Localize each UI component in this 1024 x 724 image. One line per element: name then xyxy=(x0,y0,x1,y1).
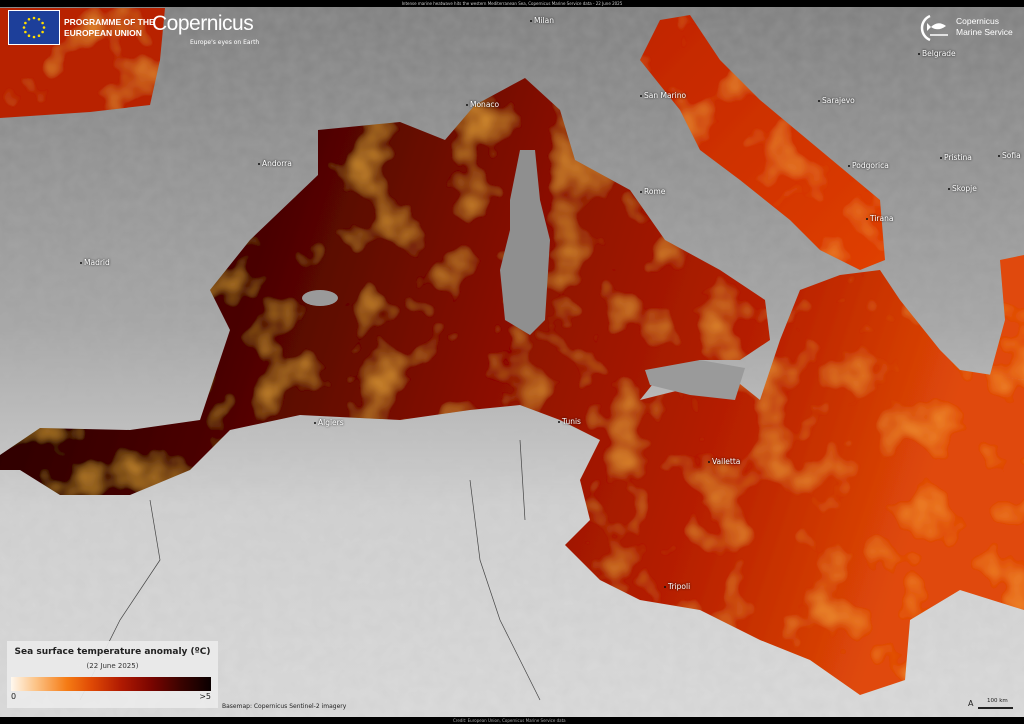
footer: Credit: European Union, Copernicus Marin… xyxy=(0,717,1024,724)
city-label: Podgorica xyxy=(848,161,889,170)
city-label: Valletta xyxy=(708,457,740,466)
city-label: Tunis xyxy=(558,417,581,426)
legend-colorbar xyxy=(11,677,211,691)
legend-date: (22 June 2025) xyxy=(86,662,139,670)
city-label: Skopje xyxy=(948,184,977,193)
city-label: Pristina xyxy=(940,153,972,162)
copernicus-wordmark: Copernicus xyxy=(152,12,254,35)
basemap-credit: Basemap: Copernicus Sentinel-2 imagery xyxy=(222,703,347,710)
city-label: Belgrade xyxy=(918,49,956,58)
eu-programme-label: PROGRAMME OF THE EUROPEAN UNION xyxy=(64,17,155,39)
city-label: Tirana xyxy=(866,214,893,223)
scale-label: 100 km xyxy=(987,698,1008,704)
city-label: Rome xyxy=(640,187,665,196)
scale-line xyxy=(978,707,1013,709)
eu-programme-line1: PROGRAMME OF THE xyxy=(64,17,155,27)
scale-bar: A 100 km xyxy=(968,698,1016,710)
corsica-sardinia xyxy=(500,150,550,335)
eu-flag-logo xyxy=(8,10,60,45)
copernicus-logo: Copernicus Europe's eyes on Earth xyxy=(152,12,259,46)
sicily xyxy=(645,360,745,400)
map-title: Intense marine heatwave hits the western… xyxy=(0,0,1024,7)
eu-programme-line2: EUROPEAN UNION xyxy=(64,28,142,38)
cms-line2: Marine Service xyxy=(956,27,1013,37)
city-label: Monaco xyxy=(466,100,499,109)
fish-icon xyxy=(920,14,948,42)
eu-stars-icon xyxy=(22,16,46,39)
city-label: Milan xyxy=(530,16,554,25)
legend-max-label: >5 xyxy=(199,692,211,701)
cms-line1: Copernicus xyxy=(956,16,999,26)
legend-min-label: 0 xyxy=(11,692,17,701)
city-label: Madrid xyxy=(80,258,110,267)
legend: Sea surface temperature anomaly (ºC) (22… xyxy=(7,641,218,708)
city-label: San Marino xyxy=(640,91,686,100)
city-label: Tripoli xyxy=(664,582,690,591)
city-label: Sarajevo xyxy=(818,96,855,105)
north-arrow-icon: A xyxy=(968,699,974,708)
city-label: Andorra xyxy=(258,159,292,168)
sea-adriatic xyxy=(640,15,885,270)
copernicus-marine-logo: Copernicus Marine Service xyxy=(920,12,1013,48)
footer-credit: Credit: European Union, Copernicus Marin… xyxy=(453,718,566,723)
sea-mediterranean xyxy=(0,78,1024,695)
sea-aegean xyxy=(990,255,1024,380)
balearic-islands xyxy=(302,290,338,306)
copernicus-tagline: Europe's eyes on Earth xyxy=(190,39,260,46)
city-label: Algiers xyxy=(314,418,344,427)
city-label: Sofia xyxy=(998,151,1021,160)
legend-title: Sea surface temperature anomaly (ºC) xyxy=(14,647,211,657)
